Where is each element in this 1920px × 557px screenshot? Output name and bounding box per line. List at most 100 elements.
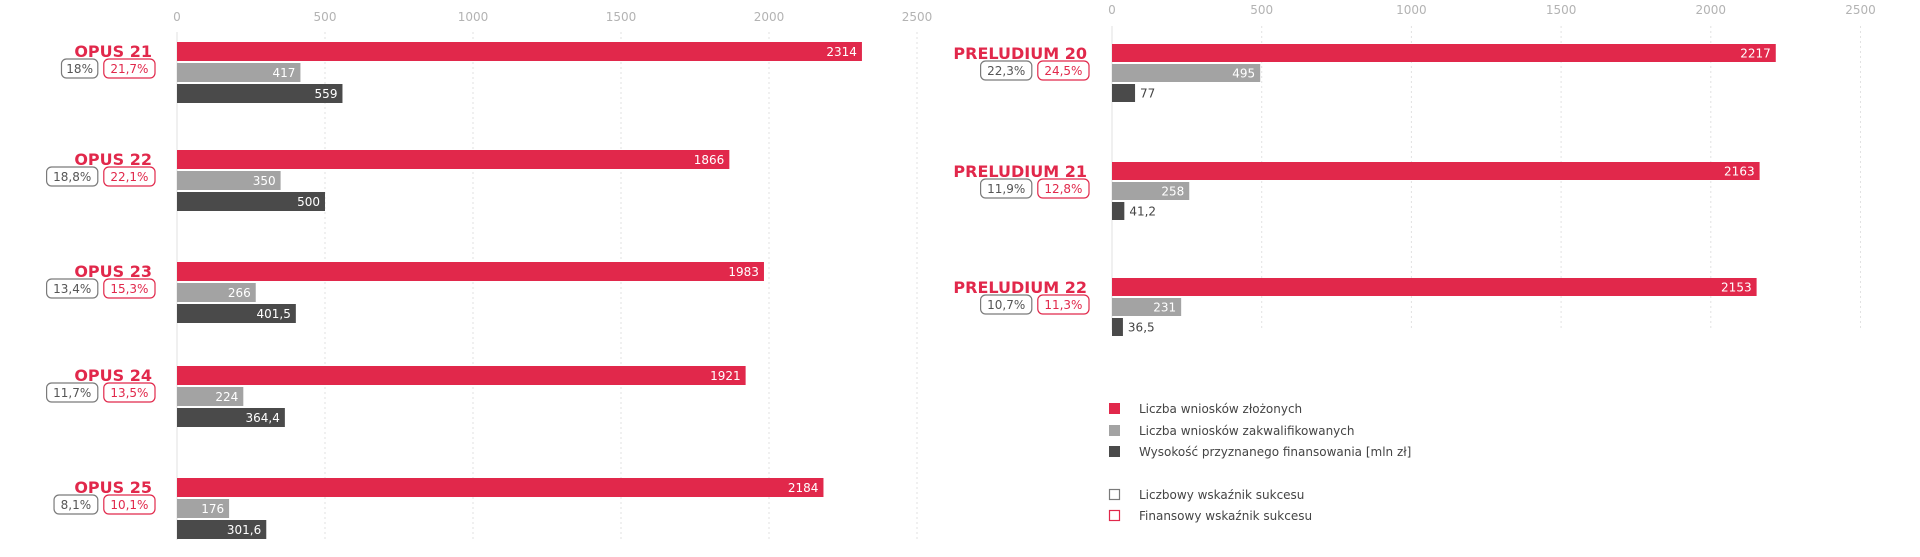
legend-qualified: Liczba wniosków zakwalifikowanych <box>1109 424 1354 438</box>
category-label: OPUS 24 <box>74 366 152 385</box>
category-label: OPUS 21 <box>74 42 152 61</box>
x-tick-label: 2500 <box>1845 3 1876 17</box>
x-tick-label: 0 <box>173 10 181 24</box>
legend-numeric-rate: Liczbowy wskaźnik sukcesu <box>1108 488 1304 502</box>
bar-value-label: 176 <box>201 502 224 516</box>
category-label: PRELUDIUM 22 <box>953 278 1087 297</box>
bar <box>1112 298 1182 316</box>
x-tick-label: 2500 <box>902 10 933 24</box>
bar <box>177 366 746 385</box>
bar-value-label: 500 <box>297 195 320 209</box>
category-label: OPUS 22 <box>74 150 152 169</box>
bar-value-label: 1866 <box>694 153 725 167</box>
bar-value-label: 224 <box>215 390 238 404</box>
x-tick-label: 1500 <box>606 10 637 24</box>
numeric-success-rate-badge <box>45 382 99 403</box>
financial-success-rate-value: 21,7% <box>110 62 148 76</box>
financial-success-rate-badge <box>103 166 156 187</box>
bar <box>177 408 285 427</box>
financial-success-rate-badge <box>1037 294 1090 315</box>
x-tick-label: 1000 <box>1396 3 1427 17</box>
numeric-success-rate-badge <box>979 294 1033 315</box>
financial-success-rate-value: 11,3% <box>1044 298 1082 312</box>
bar-value-label: 2217 <box>1740 47 1771 61</box>
x-tick-label: 2000 <box>754 10 785 24</box>
legend-label: Wysokość przyznanego finansowania [mln z… <box>1139 445 1411 459</box>
numeric-success-rate-value: 8,1% <box>61 498 92 512</box>
bar-value-label: 266 <box>228 286 251 300</box>
bar-value-label: 41,2 <box>1129 205 1156 219</box>
legend-funding: Wysokość przyznanego finansowania [mln z… <box>1109 445 1411 459</box>
chart-legend: Liczba wniosków złożonych Liczba wniosków… <box>1108 402 1411 523</box>
numeric-success-rate-badge <box>60 58 99 79</box>
numeric-success-rate-value: 18% <box>66 62 93 76</box>
bar <box>1112 318 1123 336</box>
bar-value-label: 417 <box>273 66 296 80</box>
x-tick-label: 1500 <box>1546 3 1577 17</box>
category-label: PRELUDIUM 20 <box>953 44 1087 63</box>
financial-success-rate-value: 15,3% <box>110 282 148 296</box>
bar <box>177 192 325 211</box>
numeric-success-rate-value: 11,9% <box>987 182 1025 196</box>
bar <box>177 387 244 406</box>
legend-submitted: Liczba wniosków złożonych <box>1109 402 1302 416</box>
bar-value-label: 559 <box>315 87 338 101</box>
bar <box>177 42 862 61</box>
bar-value-label: 231 <box>1153 301 1176 315</box>
legend-swatch <box>1109 446 1120 457</box>
numeric-success-rate-badge <box>979 60 1033 81</box>
financial-success-rate-value: 24,5% <box>1044 64 1082 78</box>
numeric-success-rate-value: 11,7% <box>53 386 91 400</box>
financial-success-rate-value: 13,5% <box>110 386 148 400</box>
bar-value-label: 401,5 <box>256 307 290 321</box>
bar-value-label: 495 <box>1232 67 1255 81</box>
numeric-success-rate-badge <box>53 494 99 515</box>
x-tick-label: 0 <box>1108 3 1116 17</box>
numeric-success-rate-value: 22,3% <box>987 64 1025 78</box>
bar <box>177 283 256 302</box>
financial-success-rate-badge <box>103 58 156 79</box>
numeric-success-rate-badge <box>45 278 99 299</box>
legend-label: Liczba wniosków zakwalifikowanych <box>1139 424 1354 438</box>
bar-value-label: 36,5 <box>1128 321 1155 335</box>
bar-value-label: 364,4 <box>246 411 280 425</box>
bar <box>1112 84 1136 102</box>
legend-swatch <box>1108 488 1121 501</box>
legend-swatch <box>1108 509 1121 522</box>
financial-success-rate-value: 10,1% <box>110 498 148 512</box>
legend-financial-rate: Finansowy wskaźnik sukcesu <box>1108 509 1312 523</box>
bar <box>177 262 764 281</box>
bar <box>1112 44 1776 62</box>
category-label: PRELUDIUM 21 <box>953 162 1087 181</box>
financial-success-rate-badge <box>1037 178 1090 199</box>
numeric-success-rate-value: 18,8% <box>53 170 91 184</box>
financial-success-rate-badge <box>103 278 156 299</box>
x-tick-label: 1000 <box>458 10 489 24</box>
financial-success-rate-badge <box>103 382 156 403</box>
financial-success-rate-badge <box>103 494 156 515</box>
bar <box>1112 278 1757 296</box>
bar-value-label: 2184 <box>788 481 819 495</box>
bar <box>177 171 281 190</box>
x-tick-label: 2000 <box>1696 3 1727 17</box>
bar <box>177 304 296 323</box>
bar-value-label: 350 <box>253 174 276 188</box>
legend-swatch <box>1109 425 1120 436</box>
financial-success-rate-value: 12,8% <box>1044 182 1082 196</box>
bar-value-label: 2314 <box>826 45 857 59</box>
financial-success-rate-badge <box>1037 60 1090 81</box>
numeric-success-rate-value: 13,4% <box>53 282 91 296</box>
bar <box>177 520 267 539</box>
x-tick-label: 500 <box>1250 3 1273 17</box>
x-tick-label: 500 <box>314 10 337 24</box>
bar-value-label: 2163 <box>1724 165 1755 179</box>
legend-label: Liczbowy wskaźnik sukcesu <box>1139 488 1304 502</box>
